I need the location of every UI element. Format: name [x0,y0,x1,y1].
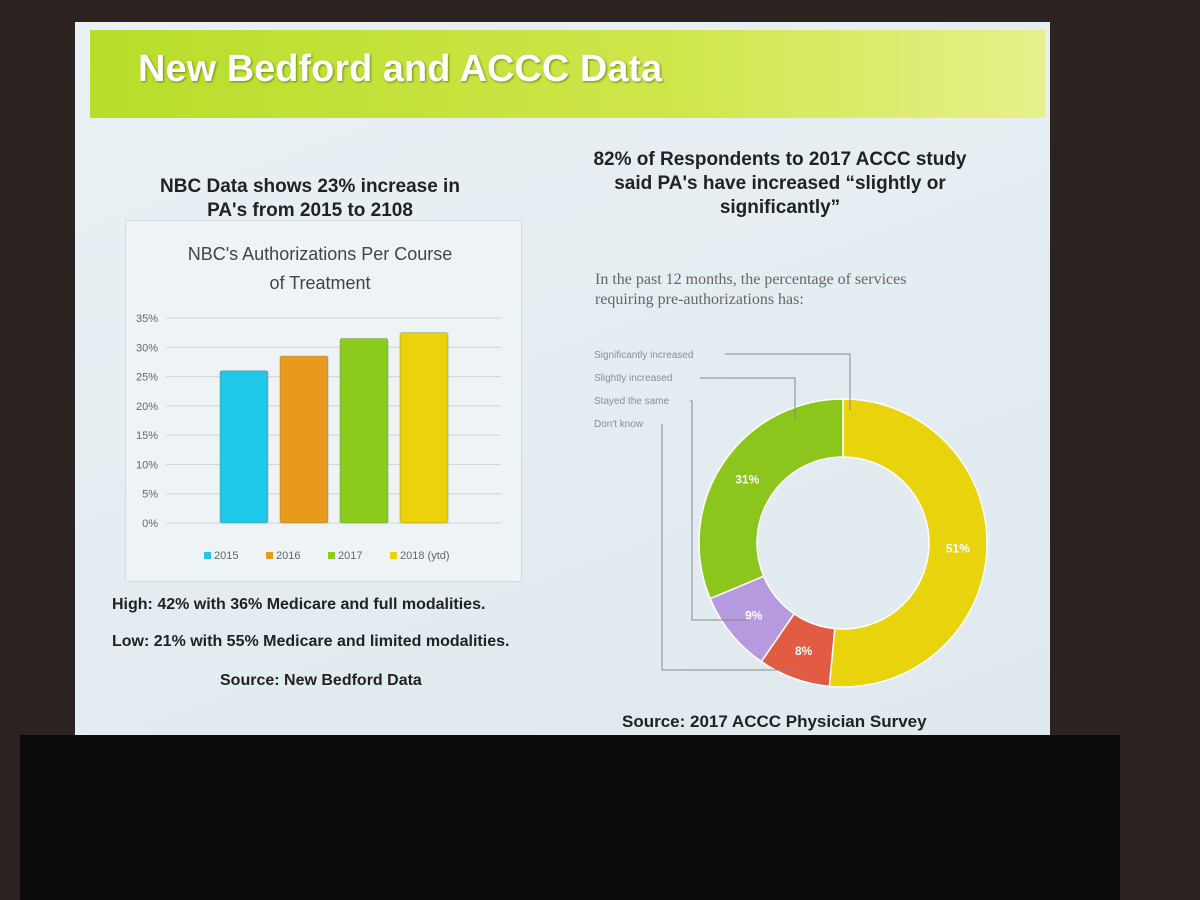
right-heading: 82% of Respondents to 2017 ACCC study sa… [593,149,967,218]
legend-swatch [204,552,211,559]
source: Source: 2017 ACCC Physician Survey [622,712,927,731]
donut-segment [709,575,796,663]
legend-label: Don't know [594,419,644,430]
y-tick-label: 10% [136,459,158,471]
legend-label: Significantly increased [594,350,694,361]
stage [20,735,1120,900]
leader-line [690,400,750,621]
legend-swatch [266,552,273,559]
y-tick-label: 0% [142,518,158,530]
y-tick-label: 35% [136,313,158,325]
leader-line [725,353,851,410]
chart-title: NBC's Authorizations Per Course of Treat… [187,244,453,293]
legend-swatch [390,552,397,559]
slide-title: New Bedford and ACCC Data [138,48,663,90]
donut-segment [698,398,844,600]
donut-segment [828,398,988,688]
legend-label: 2017 [338,550,362,562]
data-label: 31% [735,472,759,486]
legend-label: Slightly increased [594,373,672,384]
slide-header [90,30,1045,118]
bar [279,355,329,524]
source: Source: New Bedford Data [220,672,422,689]
leader-line [661,424,795,671]
note: Low: 21% with 55% Medicare and limited m… [112,633,510,650]
bar [339,338,389,524]
note: High: 42% with 36% Medicare and full mod… [112,596,486,613]
y-tick-label: 25% [136,372,158,384]
data-label: 8% [795,644,813,658]
data-label: 9% [745,609,763,623]
y-tick-label: 20% [136,401,158,413]
y-tick-label: 15% [136,430,158,442]
y-tick-label: 30% [136,342,158,354]
chart-title: In the past 12 months, the percentage of… [595,271,907,308]
legend-label: 2015 [214,550,238,562]
leader-line [700,377,796,420]
data-label: 51% [946,541,970,555]
left-heading: NBC Data shows 23% increase in PA's from… [160,176,460,221]
y-tick-label: 5% [142,489,158,501]
donut-segment [760,612,836,688]
legend-swatch [328,552,335,559]
legend-label: Stayed the same [594,396,669,407]
bar [399,332,449,524]
bar [219,370,269,524]
bar-chart: 0% 5% 10% 15% 20% 25% 30% 35% 2015 2016 2017 2018 (… [125,220,522,582]
legend-label: 2018 (ytd) [400,550,450,562]
legend-label: 2016 [276,550,300,562]
donut-chart: 51% 31% 9% 8% Significantly increased Slightl… [594,350,988,688]
